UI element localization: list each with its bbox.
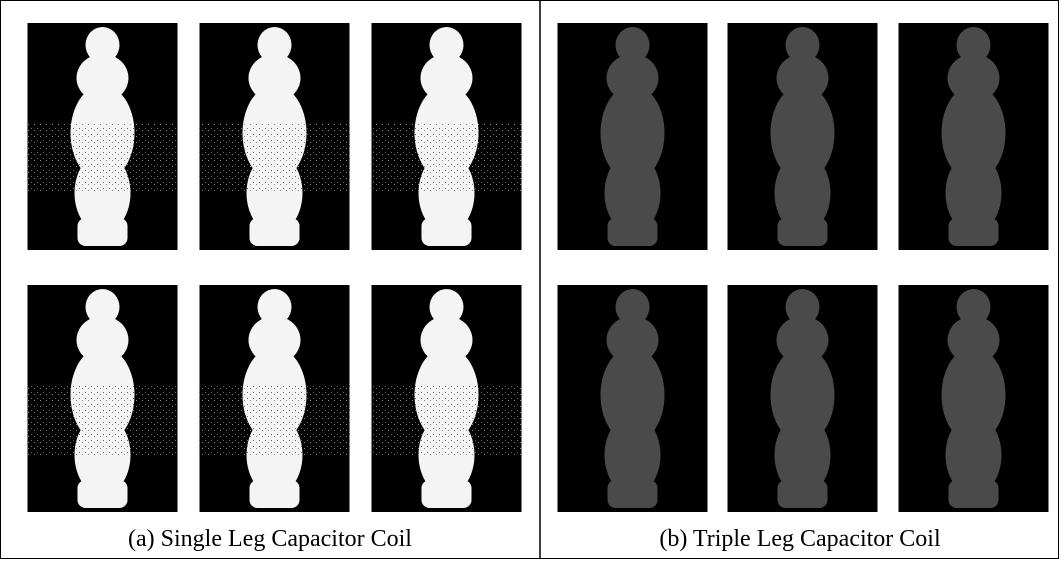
mri-image (557, 23, 708, 250)
caption: (a) Single Leg Capacitor Coil (128, 526, 412, 552)
mri-image (898, 285, 1049, 512)
mri-image (727, 23, 878, 250)
mri-image (727, 285, 878, 512)
image-noise (27, 385, 178, 455)
mri-image (898, 23, 1049, 250)
panel-a-images (27, 23, 522, 512)
caption: (b) Triple Leg Capacitor Coil (659, 526, 941, 552)
mri-image (557, 285, 708, 512)
image-noise (27, 123, 178, 193)
image-noise (371, 123, 522, 193)
image-noise (371, 385, 522, 455)
image-noise (199, 123, 350, 193)
image-noise (199, 385, 350, 455)
panel-b-images (557, 23, 1049, 512)
